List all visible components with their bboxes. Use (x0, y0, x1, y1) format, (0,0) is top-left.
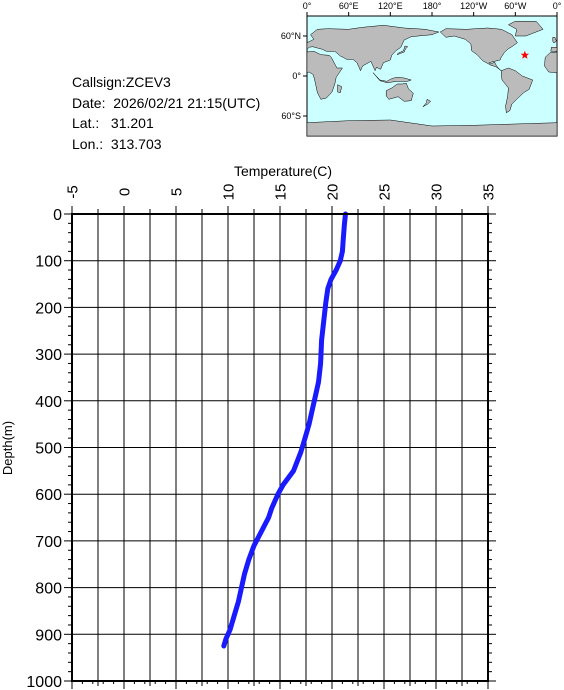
lat-label: Lat.: (72, 115, 100, 131)
x-tick-label: 5 (169, 188, 186, 196)
y-tick-label: 600 (35, 487, 62, 504)
landmass-indonesia (372, 72, 413, 83)
map-lat-label: 60°N (281, 31, 301, 41)
landmass-eurasia (306, 25, 440, 72)
y-tick-label: 1000 (26, 674, 62, 690)
landmass-japan (396, 45, 409, 56)
x-tick-labels: -5 0 5 10 15 20 25 30 35 (65, 184, 498, 201)
lat-value: 31.201 (110, 115, 154, 131)
y-tick-label: 100 (35, 254, 62, 271)
map-lon-label: 0° (553, 1, 562, 11)
landmass-uk (552, 37, 557, 44)
map-axis-ticks: 0° 60°E 120°E 180° 120°W 60°W 0° 60°N 0° 60°S (281, 1, 562, 121)
map-land (306, 21, 558, 137)
y-tick-label: 500 (35, 441, 62, 458)
landmass-africa (306, 51, 343, 100)
y-tick-label: 300 (35, 347, 62, 364)
x-tick-label: 10 (221, 184, 238, 201)
y-tick-label: 900 (35, 627, 62, 644)
lon-label: Lon.: (72, 135, 104, 152)
landmass-antarctica (306, 119, 558, 137)
map-lon-label: 120°W (460, 1, 488, 11)
x-tick-label: -5 (65, 185, 82, 198)
station-info: Callsign:ZCEV3 Date: 2026/02/21 21:15(UT… (72, 72, 260, 154)
landmass-iberia (550, 47, 558, 52)
x-tick-label: 25 (377, 184, 394, 201)
y-tick-label: 200 (35, 300, 62, 317)
landmass-north-america (439, 27, 518, 71)
temperature-profile-line (221, 211, 348, 649)
y-tick-label: 800 (35, 581, 62, 598)
y-tick-labels: 0 100 200 300 400 500 600 700 800 900 1000 (26, 207, 62, 690)
map-lon-label: 60°E (339, 1, 359, 11)
landmass-new-zealand (422, 98, 432, 107)
landmass-greenland (507, 21, 544, 37)
y-tick-label: 700 (35, 534, 62, 551)
map-lon-label: 180° (423, 1, 442, 11)
callsign-value: ZCEV3 (125, 74, 171, 90)
x-tick-label: 0 (117, 188, 134, 196)
lon-value: 313.703 (110, 135, 162, 152)
y-tick-label: 0 (53, 207, 62, 224)
x-tick-label: 30 (429, 184, 446, 201)
callsign-label: Callsign: (72, 74, 126, 90)
y-axis-title: Depth(m) (0, 421, 15, 475)
landmass-africa-west (544, 51, 558, 73)
chart-grid (71, 213, 489, 682)
landmass-madagascar (337, 84, 342, 94)
location-marker-star (520, 50, 530, 59)
callsign-line: Callsign:ZCEV3 (72, 72, 260, 93)
map-lon-label: 0° (303, 1, 312, 11)
landmass-south-america (501, 67, 534, 114)
x-tick-label: 15 (273, 184, 290, 201)
world-map: 0° 60°E 120°E 180° 120°W 60°W 0° 60°N 0° 60°S (281, 1, 562, 137)
plot-frame (71, 213, 489, 682)
lon-line: Lon.: 313.703 (72, 134, 260, 155)
map-lat-label: 60°S (281, 111, 301, 121)
map-lat-label: 0° (292, 71, 301, 81)
date-line: Date: 2026/02/21 21:15(UTC) (72, 93, 260, 114)
lat-line: Lat.: 31.201 (72, 113, 260, 134)
date-value: 2026/02/21 21:15(UTC) (113, 94, 261, 111)
map-lon-label: 120°E (378, 1, 403, 11)
y-tick-label: 400 (35, 394, 62, 411)
x-tick-label: 20 (325, 184, 342, 201)
date-label: Date: (72, 94, 106, 111)
map-lon-label: 60°W (504, 1, 527, 11)
x-tick-label: 35 (481, 184, 498, 201)
x-axis-title: Temperature(C) (234, 163, 332, 179)
landmass-australia (385, 83, 414, 102)
